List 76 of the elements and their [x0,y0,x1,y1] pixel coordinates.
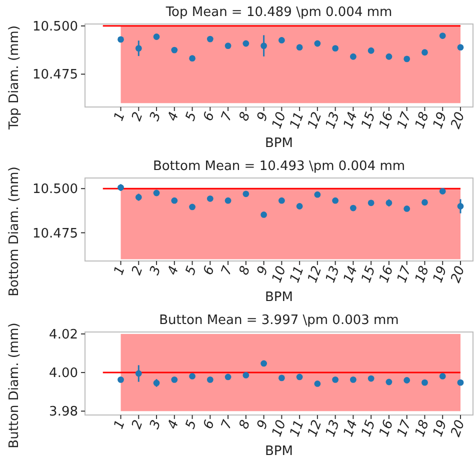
x-tick-label: 4 [165,110,182,124]
x-tick-label: 9 [254,264,272,278]
y-tick-label: 4.02 [49,327,78,342]
x-tick-label: 14 [341,110,361,131]
x-tick-label: 16 [376,418,397,439]
y-axis-title: Top Diam. (mm) [7,25,22,131]
x-tick-label: 5 [183,110,200,124]
x-tick-label: 6 [200,264,218,278]
chart-title: Bottom Mean = 10.493 \pm 0.004 mm [152,159,406,174]
x-tick-label: 12 [305,264,326,285]
x-tick-label: 7 [218,418,236,432]
x-tick-label: 20 [448,110,468,131]
y-axis-title: Button Diam. (mm) [7,322,22,448]
x-axis-title: BPM [265,444,293,459]
x-tick-label: 3 [147,264,164,278]
x-tick-label: 3 [147,110,164,124]
x-tick-label: 19 [430,264,450,285]
x-tick-label: 17 [394,110,415,131]
y-tick-label: 10.500 [32,182,78,198]
y-tick-label: 10.475 [32,226,78,242]
x-tick-label: 19 [430,418,450,439]
x-tick-label: 17 [394,418,415,439]
chart-title: Top Mean = 10.489 \pm 0.004 mm [164,5,392,20]
x-tick-label: 7 [218,110,236,124]
y-tick-label: 10.475 [32,68,78,83]
x-tick-label: 3 [147,418,164,432]
x-tick-label: 7 [218,264,236,278]
y-tick-label: 4.00 [49,366,78,382]
x-tick-label: 2 [129,418,146,432]
x-tick-label: 5 [183,264,200,278]
x-tick-label: 12 [305,418,326,439]
x-tick-label: 1 [112,418,129,432]
x-tick-label: 10 [270,418,290,439]
x-tick-label: 8 [236,110,254,124]
x-tick-label: 2 [129,264,146,278]
y-axis-title: Bottom Diam. (mm) [7,166,22,296]
x-tick-label: 13 [323,264,344,285]
x-tick-label: 6 [200,110,218,124]
x-tick-label: 1 [112,264,129,278]
x-tick-label: 1 [112,110,129,124]
x-tick-label: 20 [448,418,468,439]
x-tick-label: 20 [448,264,468,285]
x-tick-label: 5 [183,418,200,432]
x-tick-label: 8 [236,264,254,278]
x-tick-label: 4 [165,418,182,432]
x-tick-label: 18 [412,110,432,131]
x-axis-title: BPM [265,136,293,151]
x-tick-label: 16 [376,264,397,285]
x-tick-label: 17 [394,264,415,285]
x-tick-label: 2 [129,110,146,124]
x-tick-label: 10 [270,264,290,285]
y-tick-label: 10.500 [32,19,78,34]
x-tick-label: 14 [341,264,361,285]
x-axis-title: BPM [265,290,293,305]
chart-title: Button Mean = 3.997 \pm 0.003 mm [159,313,399,328]
x-tick-label: 12 [305,110,326,131]
x-tick-label: 15 [359,110,379,131]
x-tick-label: 11 [288,418,308,439]
x-tick-label: 9 [254,110,272,124]
x-tick-label: 6 [200,418,218,432]
x-tick-label: 9 [254,418,272,432]
y-tick-label: 3.98 [49,404,78,420]
x-tick-label: 15 [359,418,379,439]
x-tick-label: 13 [323,110,344,131]
x-tick-label: 15 [359,264,379,285]
x-tick-label: 18 [412,264,432,285]
x-tick-label: 13 [323,418,344,439]
x-tick-label: 8 [236,418,254,432]
x-tick-label: 11 [288,110,308,131]
x-tick-label: 4 [165,264,182,278]
x-tick-label: 19 [430,110,450,131]
x-tick-label: 18 [412,418,432,439]
x-tick-label: 16 [376,110,397,131]
x-tick-label: 10 [270,110,290,131]
x-tick-label: 11 [288,264,308,285]
x-tick-label: 14 [341,418,361,439]
